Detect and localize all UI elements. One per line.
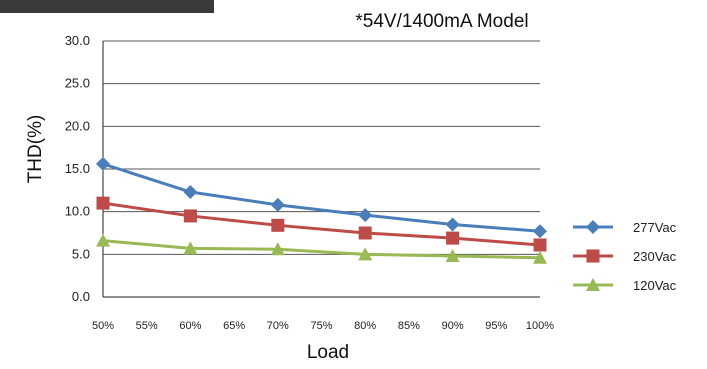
data-point-277Vac (358, 208, 373, 223)
data-point-277Vac (270, 197, 285, 212)
y-tick-label: 5.0 (72, 246, 90, 261)
legend-marker (586, 220, 600, 234)
data-point-230Vac (271, 218, 285, 232)
y-axis-title: THD(%) (25, 115, 46, 184)
data-point-277Vac (183, 185, 198, 200)
x-tick-label: 80% (354, 320, 376, 332)
x-tick-label: 55% (136, 320, 158, 332)
y-axis-ticks: 0.0 5.0 10.0 15.0 20.0 25.0 30.0 (65, 33, 90, 304)
data-point-120Vac (183, 241, 198, 255)
data-point-120Vac (358, 247, 373, 261)
legend-marker (586, 249, 600, 263)
x-tick-label: 85% (398, 320, 420, 332)
chart-title: *54V/1400mA Model (355, 11, 528, 32)
legend-label: 120Vac (633, 278, 677, 293)
y-tick-label: 30.0 (65, 33, 90, 48)
data-point-120Vac (445, 249, 460, 263)
data-point-277Vac (533, 224, 547, 239)
legend: 277Vac 230Vac 120Vac (573, 220, 677, 293)
x-tick-label: 90% (442, 320, 464, 332)
y-tick-label: 15.0 (65, 161, 90, 176)
data-point-230Vac (446, 231, 460, 245)
data-point-230Vac (533, 238, 547, 252)
x-tick-label: 70% (267, 320, 289, 332)
legend-marker (586, 278, 600, 291)
x-tick-label: 50% (92, 320, 114, 332)
data-point-230Vac (96, 196, 110, 210)
series-line-120Vac (102, 239, 541, 260)
x-tick-label: 65% (223, 320, 245, 332)
x-axis-title: Load (307, 342, 349, 363)
x-tick-label: 75% (310, 320, 332, 332)
data-point-120Vac (96, 233, 110, 247)
data-point-230Vac (358, 226, 372, 240)
data-point-230Vac (183, 209, 197, 223)
gridlines (102, 40, 540, 298)
legend-label: 230Vac (633, 249, 677, 264)
y-tick-label: 20.0 (65, 118, 90, 133)
x-axis-ticks: 50% 55% 60% 65% 70% 75% 80% 85% 90% 95% 100% (92, 320, 554, 332)
series-lines (96, 156, 547, 264)
x-tick-label: 60% (179, 320, 201, 332)
series-line-230Vac (102, 201, 541, 247)
data-point-277Vac (96, 156, 110, 171)
y-tick-label: 25.0 (65, 76, 90, 91)
x-tick-label: 95% (485, 320, 507, 332)
legend-label: 277Vac (633, 220, 677, 235)
legend-item: 230Vac (573, 249, 677, 264)
series-line-277Vac (102, 162, 541, 233)
y-tick-label: 10.0 (65, 204, 90, 219)
y-tick-label: 0.0 (72, 289, 90, 304)
data-point-120Vac (533, 250, 547, 264)
header-bar (0, 0, 214, 13)
legend-item: 277Vac (573, 220, 677, 235)
x-tick-label: 100% (526, 320, 554, 332)
legend-item: 120Vac (573, 278, 677, 293)
data-point-277Vac (445, 217, 460, 232)
data-point-120Vac (270, 242, 285, 256)
